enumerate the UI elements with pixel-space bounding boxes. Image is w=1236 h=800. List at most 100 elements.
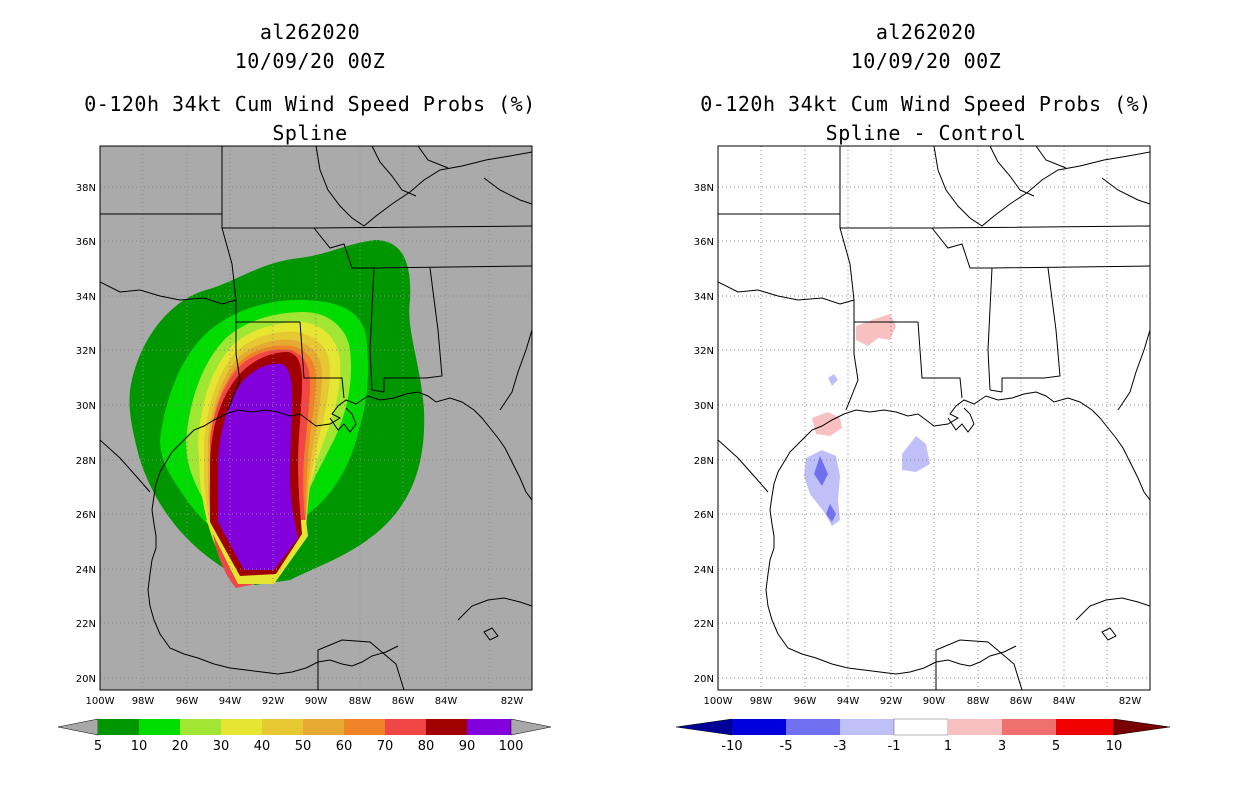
colorbar-label: 50 <box>295 739 312 754</box>
lon-label: 86W <box>1010 696 1033 707</box>
diff-neg-1-east <box>902 436 930 472</box>
right-subtitle: Spline - Control <box>825 121 1027 145</box>
lat-label: 22N <box>694 619 714 630</box>
lon-label: 88W <box>967 696 990 707</box>
right-lon-labels: 100W 98W 96W 94W 92W 90W 88W 86W 84W 82W <box>704 696 1142 707</box>
left-storm-id: al262020 <box>259 20 361 44</box>
lat-label: 20N <box>76 674 96 685</box>
lon-label: 86W <box>392 696 415 707</box>
left-panel-header: al262020 10/09/20 00Z <box>60 18 560 76</box>
colorbar-swatch <box>426 719 467 735</box>
right-map <box>717 145 1151 691</box>
colorbar-swatch <box>385 719 426 735</box>
prob-100-contour <box>218 363 298 570</box>
lat-label: 32N <box>694 346 714 357</box>
colorbar-label: 20 <box>172 739 189 754</box>
left-product-title: 0-120h 34kt Cum Wind Speed Probs (%) <box>84 92 536 116</box>
colorbar-low-arrow <box>675 718 733 736</box>
colorbar-label: 40 <box>254 739 271 754</box>
lat-label: 26N <box>76 510 96 521</box>
colorbar-high-arrow <box>510 718 552 736</box>
right-lat-labels: 38N 36N 34N 32N 30N 28N 26N 24N 22N 20N <box>694 183 714 685</box>
lon-label: 82W <box>1119 696 1142 707</box>
left-map <box>99 145 533 691</box>
lat-label: 30N <box>694 401 714 412</box>
right-storm-id: al262020 <box>875 20 977 44</box>
lon-label: 96W <box>794 696 817 707</box>
colorbar-swatch <box>1002 719 1056 735</box>
lat-label: 22N <box>76 619 96 630</box>
colorbar-label: 10 <box>131 739 148 754</box>
colorbar-swatch <box>180 719 221 735</box>
lon-label: 84W <box>435 696 458 707</box>
lat-label: 20N <box>694 674 714 685</box>
lon-label: 92W <box>880 696 903 707</box>
diff-neg-1-small <box>828 374 838 386</box>
colorbar-label: -3 <box>834 739 847 754</box>
colorbar-low-arrow <box>57 718 99 736</box>
left-probability-field <box>129 240 425 588</box>
colorbar-label: 60 <box>336 739 353 754</box>
colorbar-label: 100 <box>499 739 524 754</box>
colorbar-swatch <box>303 719 344 735</box>
left-panel-title: 0-120h 34kt Cum Wind Speed Probs (%) Spl… <box>60 90 560 148</box>
lon-label: 100W <box>86 696 115 707</box>
lat-label: 38N <box>694 183 714 194</box>
colorbar-label: 3 <box>998 739 1006 754</box>
lat-label: 36N <box>76 237 96 248</box>
colorbar-label: -10 <box>721 739 742 754</box>
lon-label: 98W <box>132 696 155 707</box>
colorbar-swatch <box>98 719 139 735</box>
right-map-frame <box>717 145 1151 691</box>
lon-label: 94W <box>837 696 860 707</box>
lat-label: 38N <box>76 183 96 194</box>
diff-neg-3-west <box>814 456 828 486</box>
lon-label: 84W <box>1053 696 1076 707</box>
colorbar-label: 5 <box>1052 739 1060 754</box>
lat-label: 36N <box>694 237 714 248</box>
lat-label: 30N <box>76 401 96 412</box>
lon-label: 90W <box>305 696 328 707</box>
colorbar-swatch <box>262 719 303 735</box>
lat-label: 32N <box>76 346 96 357</box>
lon-label: 90W <box>923 696 946 707</box>
colorbar-swatch <box>948 719 1002 735</box>
left-lat-labels: 38N 36N 34N 32N 30N 28N 26N 24N 22N 20N <box>76 183 96 685</box>
colorbar-swatch <box>893 718 949 736</box>
colorbar-swatch <box>1056 719 1114 735</box>
diff-pos-1-coast <box>812 412 842 436</box>
lat-label: 28N <box>76 456 96 467</box>
right-product-title: 0-120h 34kt Cum Wind Speed Probs (%) <box>700 92 1152 116</box>
lat-label: 24N <box>694 565 714 576</box>
colorbar-label: 10 <box>1106 739 1123 754</box>
left-lon-labels: 100W 98W 96W 94W 92W 90W 88W 86W 84W 82W <box>86 696 524 707</box>
lon-label: 88W <box>349 696 372 707</box>
left-datetime: 10/09/20 00Z <box>234 49 386 73</box>
right-datetime: 10/09/20 00Z <box>850 49 1002 73</box>
lon-label: 100W <box>704 696 733 707</box>
right-colorbar: -10 -5 -3 -1 1 3 5 10 <box>675 718 1171 754</box>
left-colorbar: 5 10 20 30 40 50 60 70 80 90 100 <box>57 718 552 754</box>
left-subtitle: Spline <box>272 121 348 145</box>
lat-label: 24N <box>76 565 96 576</box>
colorbar-swatch <box>344 719 385 735</box>
lat-label: 34N <box>76 292 96 303</box>
left-map-frame <box>99 145 533 691</box>
lat-label: 34N <box>694 292 714 303</box>
colorbar-label: 80 <box>418 739 435 754</box>
colorbar-label: 90 <box>459 739 476 754</box>
colorbar-label: 5 <box>94 739 102 754</box>
colorbar-label: 1 <box>944 739 952 754</box>
lon-label: 94W <box>219 696 242 707</box>
colorbar-label: 30 <box>213 739 230 754</box>
lon-label: 96W <box>176 696 199 707</box>
lon-label: 92W <box>262 696 285 707</box>
diff-neg-3-south <box>826 504 836 522</box>
colorbar-high-arrow <box>1113 718 1171 736</box>
colorbar-swatch <box>786 719 840 735</box>
colorbar-label: 70 <box>377 739 394 754</box>
lon-label: 82W <box>501 696 524 707</box>
colorbar-swatch <box>840 719 894 735</box>
colorbar-swatch <box>221 719 262 735</box>
